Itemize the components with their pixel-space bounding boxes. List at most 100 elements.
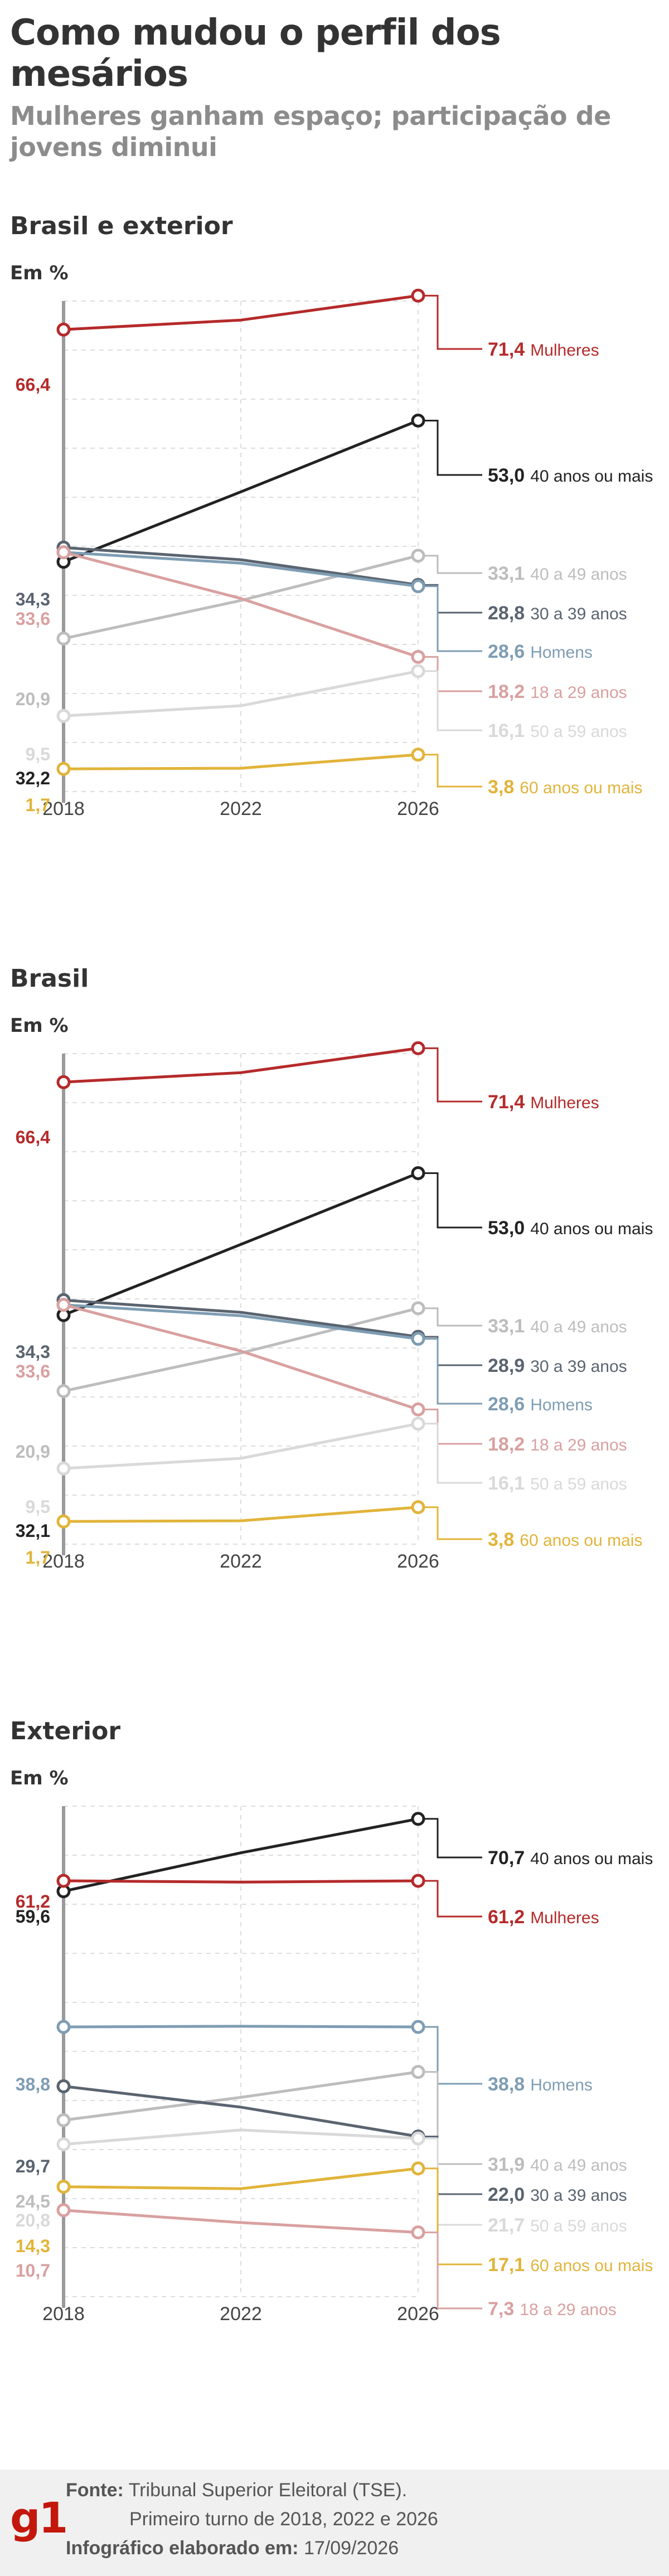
data-point-start xyxy=(56,1514,71,1529)
data-point-start xyxy=(56,1384,71,1398)
series-start-label: 38,8 xyxy=(16,2074,50,2094)
series-start-label: 29,7 xyxy=(16,2156,50,2176)
x-tick-label: 2022 xyxy=(220,1551,262,1572)
series-end-label: 3,8 60 anos ou mais xyxy=(488,1529,642,1550)
data-point-end xyxy=(411,413,425,428)
label-connector xyxy=(424,1818,482,1859)
label-connector xyxy=(424,2026,482,2085)
data-point-start xyxy=(56,2020,71,2034)
data-point-start xyxy=(56,1874,71,1888)
label-connector xyxy=(424,2231,482,2310)
series-end-label: 71,4 Mulheres xyxy=(488,339,599,360)
label-connector xyxy=(424,1338,482,1405)
series-end-label: 21,7 50 a 59 anos xyxy=(488,2215,627,2236)
label-connector xyxy=(424,1307,482,1327)
chart-title: Exterior xyxy=(10,1717,121,1745)
series-start-label: 1,7 xyxy=(26,1547,50,1568)
data-point-start xyxy=(56,2203,71,2218)
data-point-end xyxy=(411,1301,425,1316)
x-tick-label: 2026 xyxy=(397,1551,439,1572)
data-point-start xyxy=(56,545,71,560)
data-point-end xyxy=(411,2161,425,2176)
label-connector xyxy=(424,585,482,652)
label-connector xyxy=(424,294,482,350)
data-point-start xyxy=(56,1298,71,1312)
page-title: Como mudou o perfil dos mesários xyxy=(10,12,501,95)
data-point-start xyxy=(56,761,71,776)
footer-source-detail: Primeiro turno de 2018, 2022 e 2026 xyxy=(129,2509,438,2530)
series-start-label: 32,1 xyxy=(16,1521,50,1541)
footer-date-value: 17/09/2026 xyxy=(303,2538,399,2559)
label-connector xyxy=(424,555,482,574)
series-line xyxy=(63,753,419,770)
series-start-label: 20,9 xyxy=(16,1442,50,1462)
label-connector xyxy=(424,1408,482,1445)
series-end-label: 70,7 40 anos ou mais xyxy=(488,1847,653,1869)
data-point-start xyxy=(56,1461,71,1476)
series-line xyxy=(63,2025,419,2029)
label-connector xyxy=(424,2136,482,2195)
series-start-label: 9,5 xyxy=(26,744,50,764)
series-end-label: 31,9 40 a 49 anos xyxy=(488,2154,627,2175)
data-point-start xyxy=(56,322,71,337)
data-point-end xyxy=(411,1166,425,1180)
data-point-start xyxy=(56,2113,71,2127)
data-point-end xyxy=(411,1332,425,1346)
series-end-label: 28,6 Homens xyxy=(488,641,593,662)
data-point-end xyxy=(411,1402,425,1416)
x-tick-label: 2026 xyxy=(397,798,439,819)
series-line xyxy=(63,554,419,640)
series-start-label: 33,6 xyxy=(16,609,50,629)
series-start-label: 66,4 xyxy=(16,1127,50,1147)
series-start-label: 20,8 xyxy=(16,2210,50,2230)
series-line xyxy=(63,2070,419,2122)
label-connector xyxy=(424,1047,482,1103)
x-tick-label: 2026 xyxy=(397,2303,439,2325)
series-start-label: 20,9 xyxy=(16,689,50,709)
footer-source: Fonte: Tribunal Superior Eleitoral (TSE)… xyxy=(66,2480,407,2501)
series-line xyxy=(63,1298,419,1338)
label-connector xyxy=(424,2071,482,2165)
data-point-start xyxy=(56,2137,71,2152)
series-line xyxy=(63,1879,419,1884)
series-line xyxy=(63,1506,419,1523)
chart-unit-label: Em % xyxy=(10,1767,69,1789)
data-point-end xyxy=(411,1874,425,1888)
series-start-label: 14,3 xyxy=(16,2236,50,2256)
data-point-start xyxy=(56,709,71,723)
series-end-label: 16,1 50 a 59 anos xyxy=(488,720,627,741)
page-subtitle: Mulheres ganham espaço; participação de … xyxy=(10,101,611,162)
data-point-end xyxy=(411,549,425,563)
x-tick-label: 2018 xyxy=(42,798,85,819)
g1-logo: g1 xyxy=(10,2493,68,2543)
series-end-label: 28,8 30 a 39 anos xyxy=(488,603,627,624)
chart-unit-label: Em % xyxy=(10,262,69,284)
label-connector xyxy=(424,1172,482,1229)
series-line xyxy=(63,2167,419,2190)
series-end-label: 71,4 Mulheres xyxy=(488,1091,599,1113)
series-end-label: 16,1 50 a 59 anos xyxy=(488,1473,627,1494)
series-start-label: 59,6 xyxy=(16,1906,50,1927)
data-point-end xyxy=(411,1416,425,1431)
series-line xyxy=(63,1422,419,1470)
x-tick-label: 2022 xyxy=(220,2303,262,2325)
label-connector xyxy=(424,1336,482,1366)
series-start-label: 10,7 xyxy=(16,2260,50,2281)
x-tick-label: 2018 xyxy=(42,1551,85,1572)
series-end-label: 22,0 30 a 39 anos xyxy=(488,2184,627,2205)
series-start-label: 34,3 xyxy=(16,1342,50,1362)
series-start-label: 24,5 xyxy=(16,2191,50,2211)
data-point-end xyxy=(411,2020,425,2034)
chart-title: Brasil xyxy=(10,964,89,993)
data-point-end xyxy=(411,2065,425,2079)
series-line xyxy=(63,1046,419,1084)
series-end-label: 28,9 30 a 39 anos xyxy=(488,1355,627,1376)
series-start-label: 9,5 xyxy=(26,1497,50,1517)
series-end-label: 7,3 18 a 29 anos xyxy=(488,2298,617,2320)
data-point-end xyxy=(411,2225,425,2240)
data-point-start xyxy=(56,1075,71,1089)
label-connector xyxy=(424,754,482,788)
series-start-label: 33,6 xyxy=(16,1361,50,1381)
series-end-label: 28,6 Homens xyxy=(488,1394,593,1415)
series-line xyxy=(63,1172,419,1317)
